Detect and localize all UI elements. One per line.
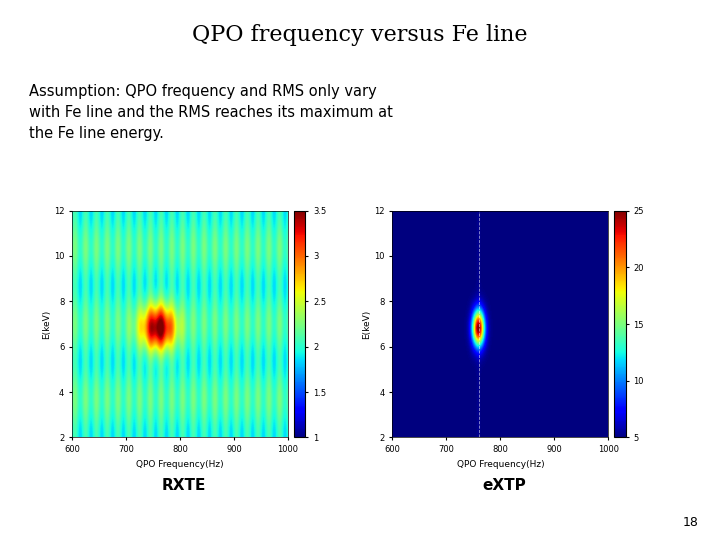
Text: RXTE: RXTE: [161, 478, 206, 493]
Y-axis label: E(keV): E(keV): [42, 309, 51, 339]
Text: QPO frequency versus Fe line: QPO frequency versus Fe line: [192, 24, 528, 46]
X-axis label: QPO Frequency(Hz): QPO Frequency(Hz): [456, 460, 544, 469]
Text: 18: 18: [683, 516, 698, 529]
Y-axis label: E(keV): E(keV): [362, 309, 372, 339]
Text: Assumption: QPO frequency and RMS only vary
with Fe line and the RMS reaches its: Assumption: QPO frequency and RMS only v…: [29, 84, 392, 141]
X-axis label: QPO Frequency(Hz): QPO Frequency(Hz): [136, 460, 224, 469]
Text: eXTP: eXTP: [482, 478, 526, 493]
